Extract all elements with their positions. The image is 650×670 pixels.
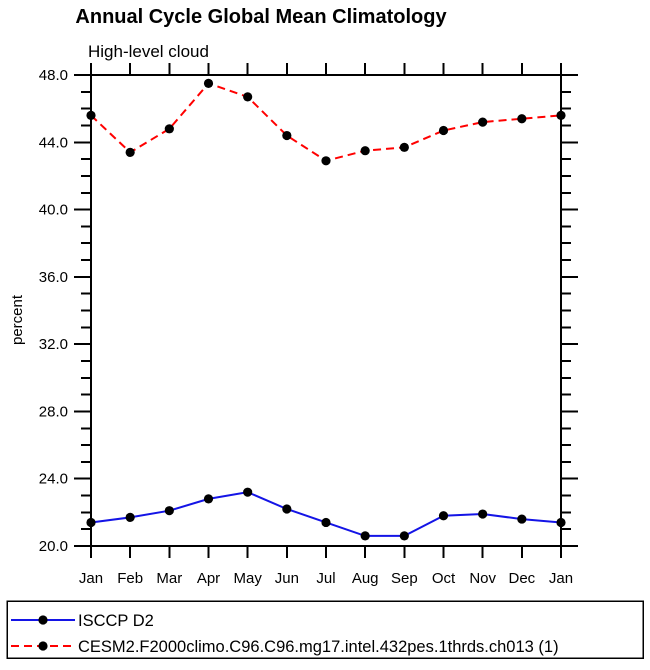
chart-title: Annual Cycle Global Mean Climatology [75, 6, 447, 28]
month-label: May [233, 570, 262, 587]
plot-area: 20.0 24.0 28.0 32.0 36.0 40.0 44.0 48.0 Jan Feb Ma… [39, 63, 578, 587]
month-label: Sep [391, 570, 418, 587]
y-tick-label: 24.0 [39, 471, 68, 488]
month-label: Feb [117, 570, 143, 587]
data-point-marker-0 [360, 531, 370, 541]
data-point-marker-1 [243, 92, 253, 102]
data-point-marker-1 [203, 78, 214, 89]
month-label: Oct [432, 570, 456, 587]
y-tick-label: 20.0 [39, 538, 68, 555]
plot-frame [90, 74, 562, 547]
legend-box [6, 600, 644, 659]
data-point-marker-1 [399, 142, 409, 152]
y-tick-label: 44.0 [39, 134, 68, 151]
y-tick-label: 36.0 [39, 269, 68, 286]
month-label: Jul [316, 570, 335, 587]
data-point-marker-1 [164, 124, 174, 134]
series-line-1 [90, 82, 562, 162]
y-axis-title: percent [9, 294, 26, 345]
data-point-marker-1 [478, 117, 488, 127]
data-point-marker-0 [125, 512, 135, 523]
data-point-marker-0 [478, 509, 488, 519]
data-point-marker-0 [164, 506, 174, 516]
data-point-marker-0 [399, 531, 409, 541]
data-point-marker-0 [203, 494, 214, 504]
data-point-marker-1 [125, 147, 135, 157]
data-point-marker-1 [360, 146, 370, 156]
month-label: Mar [156, 570, 182, 587]
data-point-marker-0 [321, 517, 331, 528]
data-point-marker-0 [438, 511, 449, 521]
legend-marker-cesm2 [38, 641, 48, 651]
legend-label-isccp: ISCCP D2 [78, 612, 154, 630]
month-label: Jun [275, 570, 299, 587]
legend: ISCCP D2 CESM2.F2000climo.C96.C96.mg17.i… [6, 600, 644, 659]
y-tick-label: 40.0 [39, 202, 68, 219]
series-line-0 [90, 491, 562, 537]
data-point-marker-0 [282, 504, 292, 514]
month-label: Jan [549, 570, 573, 587]
month-label: Nov [469, 570, 496, 587]
data-point-marker-0 [243, 487, 253, 497]
month-label: Aug [352, 570, 379, 587]
data-point-marker-1 [282, 130, 292, 141]
month-label: Apr [197, 570, 220, 587]
data-point-marker-1 [321, 156, 331, 166]
month-label: Dec [508, 570, 535, 587]
data-point-marker-1 [438, 125, 449, 136]
y-tick-label: 28.0 [39, 403, 68, 420]
legend-marker-isccp [38, 615, 48, 625]
y-tick-label: 48.0 [39, 67, 68, 84]
y-tick-label: 32.0 [39, 336, 68, 353]
month-label: Jan [79, 570, 103, 587]
data-point-marker-0 [517, 514, 527, 524]
data-point-marker-1 [517, 114, 527, 124]
legend-label-cesm2: CESM2.F2000climo.C96.C96.mg17.intel.432p… [78, 638, 559, 656]
chart-subtitle: High-level cloud [88, 42, 209, 61]
